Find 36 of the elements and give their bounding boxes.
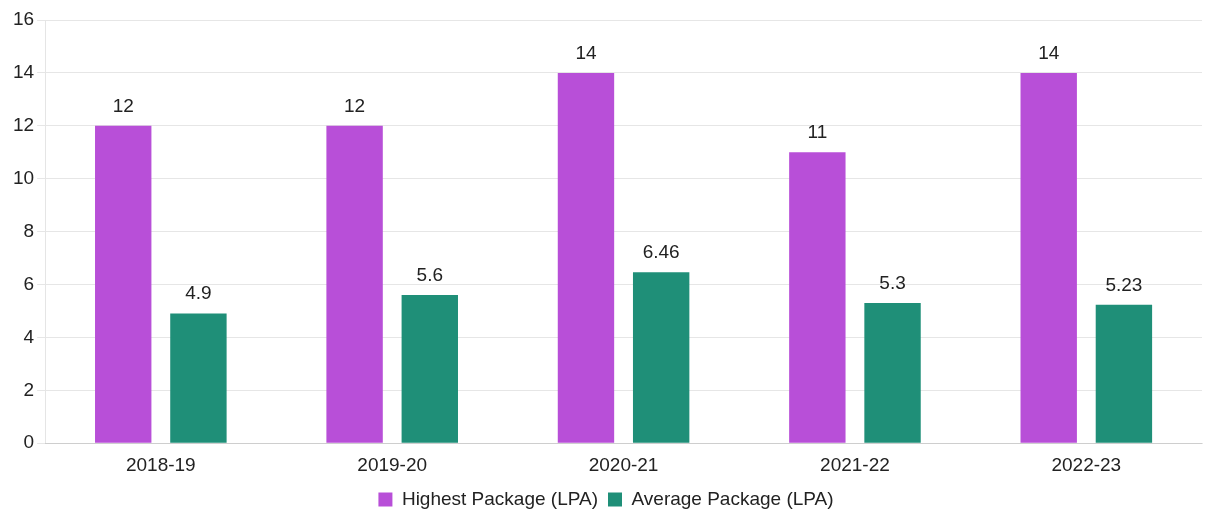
y-tick-label: 10 xyxy=(12,166,35,188)
data-label: 6.46 xyxy=(642,241,680,263)
y-tick-label: 16 xyxy=(12,8,35,30)
y-tick-label: 2 xyxy=(23,378,35,400)
data-label: 11 xyxy=(807,120,828,142)
data-label: 12 xyxy=(112,94,134,116)
data-label: 5.23 xyxy=(1105,273,1143,295)
data-label: 12 xyxy=(344,94,366,116)
bar xyxy=(1095,304,1153,443)
x-tick-label: 2021-22 xyxy=(820,453,890,475)
y-tick-label: 6 xyxy=(23,272,35,294)
x-tick-label: 2022-23 xyxy=(1051,453,1122,475)
y-tick-label: 0 xyxy=(23,431,35,453)
bar xyxy=(1020,72,1077,443)
data-label: 5.6 xyxy=(416,263,443,285)
data-label: 4.9 xyxy=(185,282,212,304)
y-tick-label: 4 xyxy=(23,325,35,347)
legend-label: Highest Package (LPA) xyxy=(401,487,598,509)
y-tick-label: 14 xyxy=(12,61,35,83)
y-tick-label: 8 xyxy=(23,219,35,241)
data-label: 14 xyxy=(1038,41,1060,63)
bar xyxy=(95,125,152,443)
legend-label: Average Package (LPA) xyxy=(631,487,834,509)
y-tick-label: 12 xyxy=(12,114,35,136)
bar xyxy=(170,313,227,443)
bar xyxy=(864,303,921,443)
x-tick-label: 2019-20 xyxy=(357,453,428,475)
bar xyxy=(789,152,846,443)
data-label: 5.3 xyxy=(879,271,906,293)
bar xyxy=(557,72,615,443)
bar xyxy=(632,272,690,443)
x-tick-label: 2018-19 xyxy=(125,453,196,475)
bar xyxy=(326,125,383,443)
data-label: 14 xyxy=(575,41,597,63)
x-tick-label: 2020-21 xyxy=(588,453,659,475)
bar xyxy=(401,295,458,443)
